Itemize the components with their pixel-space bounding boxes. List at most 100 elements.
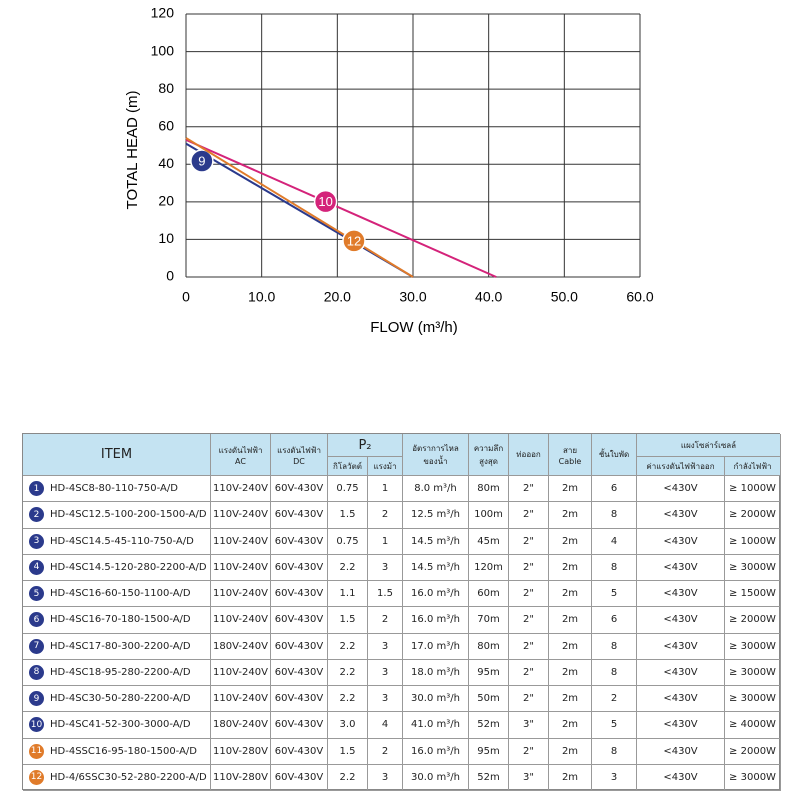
table-cell: 52m: [469, 712, 509, 739]
table-cell: 41.0 m³/h: [403, 712, 469, 739]
table-cell: 60V-430V: [271, 581, 328, 608]
header-text: P₂: [358, 437, 372, 453]
header-cell: ค่าแรงดันไฟฟ้าออก: [637, 457, 725, 476]
cell-text: 3": [523, 771, 534, 783]
table-cell: 2m: [549, 554, 592, 581]
cell-text: 2: [610, 693, 618, 705]
table-cell: 30.0 m³/h: [403, 764, 469, 791]
cell-text: 1.5: [377, 588, 393, 600]
table-cell: 2.2: [328, 633, 368, 660]
cell-text: 3: [381, 666, 389, 678]
cell-text: 3: [381, 640, 389, 652]
table-cell: ≥ 3000W: [725, 659, 781, 686]
cell-text: 110V-240V: [213, 614, 268, 626]
row-badge: 1: [29, 481, 44, 497]
cell-text: 110V-280V: [213, 745, 268, 757]
table-cell: 8 HD-4SC18-95-280-2200-A/D: [23, 659, 211, 686]
cell-text: 5: [610, 719, 618, 731]
cell-text: <430V: [663, 693, 698, 705]
cell-text: 2m: [561, 745, 579, 757]
y-axis-title: TOTAL HEAD (m): [124, 91, 141, 210]
header-text: ความลึก: [473, 443, 504, 453]
cell-text: 100m: [474, 509, 503, 521]
cell-text: ≥ 3000W: [729, 640, 776, 652]
series-badge-label: 12: [347, 233, 361, 248]
cell-text: 52m: [477, 771, 500, 783]
cell-text: 110V-240V: [213, 693, 268, 705]
table-cell: 4 HD-4SC14.5-120-280-2200-A/D: [23, 554, 211, 581]
cell-text: 2": [523, 561, 534, 573]
cell-text: 70m: [477, 614, 500, 626]
series-badge-label: 10: [318, 194, 332, 209]
cell-text: 60m: [477, 588, 500, 600]
cell-text: <430V: [663, 483, 698, 495]
cell-text: 60V-430V: [274, 640, 324, 652]
table-cell: 0.75: [328, 476, 368, 503]
x-tick-label: 50.0: [551, 289, 578, 305]
table-cell: 45m: [469, 528, 509, 555]
table-cell: 10 HD-4SC41-52-300-3000-A/D: [23, 712, 211, 739]
table-cell: 95m: [469, 738, 509, 765]
table-cell: 2": [509, 502, 549, 529]
cell-text: 16.0 m³/h: [411, 614, 460, 626]
cell-text: <430V: [663, 719, 698, 731]
cell-text: HD-4SC14.5-120-280-2200-A/D: [50, 561, 207, 573]
cell-text: 95m: [477, 666, 500, 678]
table-cell: 8: [592, 502, 637, 529]
table-cell: 11 HD-4SSC16-95-180-1500-A/D: [23, 738, 211, 765]
table-cell: 3: [368, 554, 403, 581]
cell-text: 2.2: [339, 561, 356, 573]
table-cell: 14.5 m³/h: [403, 554, 469, 581]
table-cell: 110V-240V: [211, 607, 271, 634]
cell-text: HD-4SC41-52-300-3000-A/D: [50, 719, 191, 731]
cell-text: 2.2: [339, 693, 356, 705]
table-cell: 3: [368, 764, 403, 791]
table-cell: <430V: [637, 528, 725, 555]
cell-text: 2m: [561, 640, 579, 652]
table-cell: 2 HD-4SC12.5-100-200-1500-A/D: [23, 502, 211, 529]
table-cell: 16.0 m³/h: [403, 581, 469, 608]
cell-text: 2m: [561, 693, 579, 705]
header-text: แผงโซล่าร์เซลล์: [680, 440, 737, 450]
table-cell: 6 HD-4SC16-70-180-1500-A/D: [23, 607, 211, 634]
table-cell: 2.2: [328, 686, 368, 713]
cell-text: 3: [381, 693, 389, 705]
cell-text: HD-4SC14.5-45-110-750-A/D: [50, 535, 194, 547]
table-cell: 2": [509, 738, 549, 765]
cell-text: 4: [381, 719, 389, 731]
cell-text: 2": [523, 614, 534, 626]
cell-text: 2.2: [339, 666, 356, 678]
y-tick-label: 0: [166, 268, 174, 284]
series-line: [185, 138, 497, 278]
header-cell: อัตราการไหล ของน้ำ: [403, 434, 469, 476]
y-tick-label: 20: [158, 193, 174, 209]
cell-text: 110V-240V: [213, 588, 268, 600]
table-cell: 2.2: [328, 659, 368, 686]
table-cell: 2": [509, 686, 549, 713]
cell-text: 17.0 m³/h: [411, 640, 460, 652]
table-cell: ≥ 1000W: [725, 476, 781, 503]
cell-text: 2m: [561, 666, 579, 678]
table-cell: 110V-280V: [211, 738, 271, 765]
cell-text: 60V-430V: [274, 745, 324, 757]
cell-text: 60V-430V: [274, 588, 324, 600]
cell-text: HD-4SSC16-95-180-1500-A/D: [50, 745, 197, 757]
table-cell: 110V-240V: [211, 528, 271, 555]
table-cell: <430V: [637, 581, 725, 608]
table-cell: 2.2: [328, 764, 368, 791]
table-cell: 2.2: [328, 554, 368, 581]
table-cell: 2m: [549, 581, 592, 608]
table-cell: ≥ 4000W: [725, 712, 781, 739]
row-badge: 8: [29, 664, 44, 680]
cell-text: 45m: [477, 535, 500, 547]
cell-text: ≥ 1000W: [729, 483, 776, 495]
table-cell: 60V-430V: [271, 502, 328, 529]
cell-text: 110V-280V: [213, 771, 268, 783]
y-tick-label: 120: [151, 5, 175, 21]
cell-text: <430V: [663, 771, 698, 783]
header-text: ชั้นใบพัด: [598, 450, 630, 459]
cell-text: 5: [610, 588, 618, 600]
cell-text: 14.5 m³/h: [411, 561, 460, 573]
table-cell: 70m: [469, 607, 509, 634]
cell-text: 110V-240V: [213, 666, 268, 678]
